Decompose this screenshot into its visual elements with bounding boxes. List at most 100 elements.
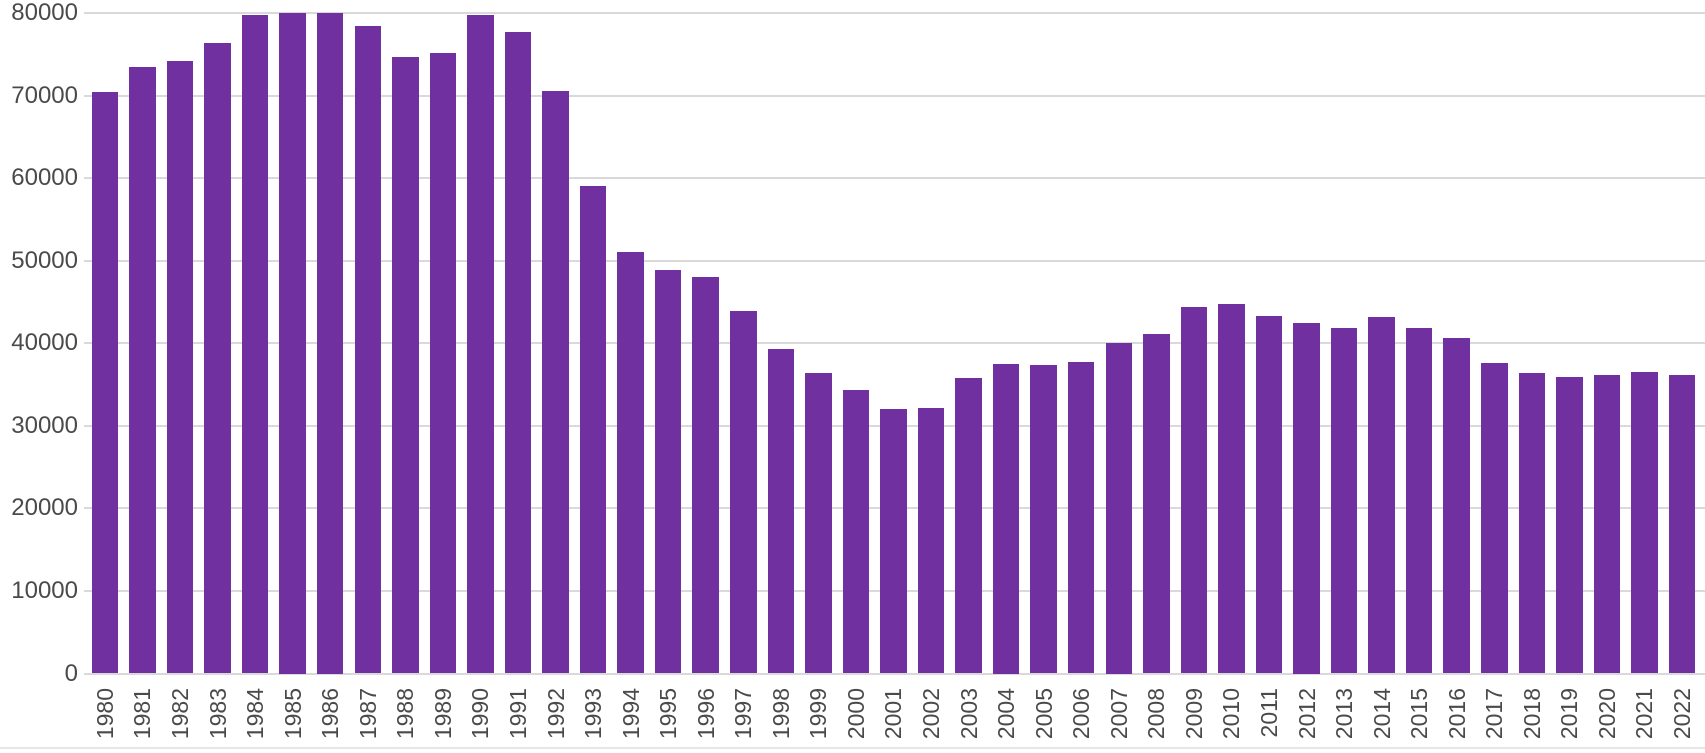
bar-1996: [692, 277, 719, 674]
bar-1983: [204, 42, 231, 674]
bar-1980: [91, 92, 119, 674]
bar-1998: [767, 349, 795, 674]
x-tick-label-1982: 1982: [167, 688, 193, 740]
x-tick-label-1983: 1983: [204, 688, 231, 740]
y-tick-label-0: 0: [64, 659, 78, 687]
x-tick-label-2010: 2010: [1218, 688, 1245, 740]
y-tick-label-10000: 10000: [11, 576, 78, 604]
bar-2002: [917, 407, 945, 674]
x-tick-label-2000: 2000: [842, 688, 869, 740]
bar-1991: [504, 31, 532, 674]
x-tick-label-1991: 1991: [504, 688, 531, 740]
x-tick-label-2004: 2004: [993, 688, 1020, 740]
x-tick-label-2009: 2009: [1180, 688, 1207, 740]
x-tick-label-1990: 1990: [467, 688, 494, 740]
x-tick-label-2021: 2021: [1631, 688, 1658, 740]
x-tick-label-2018: 2018: [1518, 688, 1545, 740]
bar-1985: [279, 13, 306, 674]
x-tick-label-1996: 1996: [692, 688, 719, 740]
bar-2010: [1218, 303, 1245, 674]
bar-2020: [1593, 374, 1621, 674]
x-tick-label-2006: 2006: [1068, 688, 1095, 740]
gridline-60000: [84, 177, 1705, 180]
x-tick-label-2005: 2005: [1030, 688, 1057, 740]
bar-2015: [1405, 328, 1433, 674]
x-tick-label-1998: 1998: [767, 688, 794, 740]
x-tick-label-2017: 2017: [1481, 688, 1508, 740]
bar-1986: [316, 13, 344, 674]
x-tick-label-1988: 1988: [392, 688, 419, 740]
x-tick-label-1980: 1980: [91, 688, 118, 740]
bar-1990: [467, 14, 494, 674]
bar-1987: [354, 26, 381, 674]
bar-1992: [542, 91, 569, 674]
bar-1995: [654, 269, 682, 674]
bar-2018: [1518, 372, 1546, 674]
x-tick-label-2015: 2015: [1406, 688, 1433, 740]
y-tick-label-20000: 20000: [11, 494, 78, 522]
x-tick-label-1981: 1981: [129, 688, 156, 740]
x-tick-label-1987: 1987: [354, 688, 381, 740]
bar-1993: [579, 186, 607, 674]
y-tick-label-30000: 30000: [11, 411, 78, 439]
bar-1994: [617, 252, 644, 674]
x-tick-label-1993: 1993: [580, 688, 607, 740]
x-tick-label-1994: 1994: [617, 688, 644, 740]
y-tick-label-70000: 70000: [11, 81, 78, 109]
bar-2001: [880, 409, 907, 674]
x-tick-label-1985: 1985: [279, 688, 306, 740]
x-tick-label-2013: 2013: [1331, 688, 1358, 740]
bar-2007: [1105, 343, 1132, 674]
bar-1988: [392, 56, 419, 674]
x-tick-label-2008: 2008: [1143, 688, 1170, 740]
bar-1989: [429, 52, 457, 674]
bottom-border: [0, 747, 1705, 749]
gridline-0: [84, 672, 1705, 675]
x-tick-label-2001: 2001: [880, 688, 907, 740]
bar-1984: [241, 14, 269, 674]
x-tick-label-2011: 2011: [1255, 688, 1282, 738]
bar-2016: [1443, 338, 1470, 674]
x-tick-label-2007: 2007: [1105, 688, 1132, 740]
x-tick-label-1999: 1999: [805, 688, 832, 740]
x-tick-label-2019: 2019: [1556, 688, 1583, 740]
y-tick-label-60000: 60000: [11, 164, 78, 192]
bar-2014: [1368, 316, 1395, 674]
x-tick-label-2002: 2002: [918, 688, 944, 740]
gridline-50000: [84, 259, 1705, 262]
y-tick-label-50000: 50000: [11, 246, 78, 274]
gridline-40000: [84, 342, 1705, 345]
x-tick-label-1997: 1997: [730, 688, 757, 740]
x-tick-label-2003: 2003: [955, 688, 982, 740]
x-tick-label-2016: 2016: [1443, 688, 1470, 740]
bar-2000: [842, 390, 870, 674]
bar-2022: [1668, 374, 1696, 674]
bar-2019: [1556, 377, 1583, 674]
bar-2009: [1180, 306, 1208, 674]
bar-2004: [992, 363, 1020, 674]
bar-2013: [1330, 328, 1358, 674]
bar-2003: [955, 377, 982, 674]
bar-1997: [730, 311, 757, 674]
x-tick-label-1986: 1986: [317, 688, 344, 740]
y-tick-label-80000: 80000: [11, 0, 78, 26]
bar-1982: [166, 60, 194, 674]
bar-2006: [1067, 362, 1095, 674]
bar-2011: [1255, 316, 1283, 674]
x-tick-label-2022: 2022: [1669, 688, 1695, 740]
bar-2005: [1030, 364, 1057, 674]
x-tick-label-1995: 1995: [655, 688, 682, 740]
y-tick-label-40000: 40000: [11, 329, 78, 357]
bar-1999: [805, 372, 832, 674]
bar-2017: [1481, 363, 1508, 674]
x-tick-label-1992: 1992: [542, 688, 569, 740]
bar-2008: [1143, 334, 1170, 674]
x-tick-label-1984: 1984: [242, 688, 269, 740]
x-tick-label-2020: 2020: [1593, 688, 1620, 740]
x-tick-label-2012: 2012: [1293, 688, 1320, 740]
bar-2012: [1293, 322, 1320, 674]
x-tick-label-2014: 2014: [1368, 688, 1395, 740]
bar-2021: [1631, 372, 1658, 674]
